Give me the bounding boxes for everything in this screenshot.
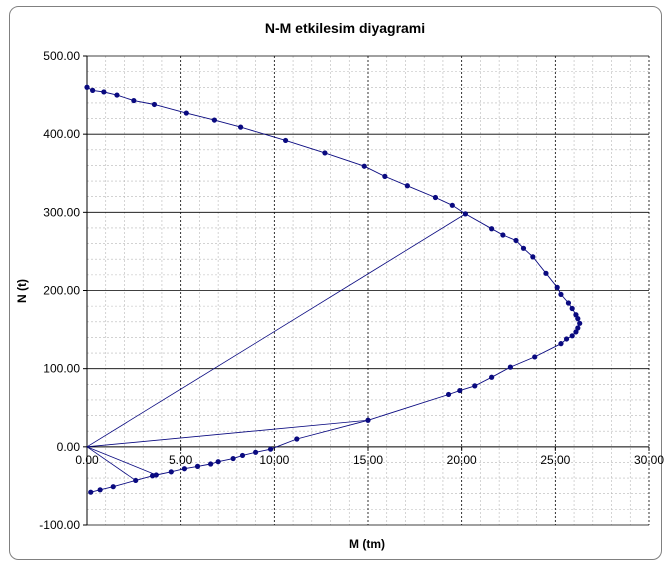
data-point — [432, 194, 439, 201]
data-point — [457, 387, 463, 394]
data-point — [472, 383, 478, 389]
chart-title: N-M etkilesim diyagrami — [265, 20, 425, 36]
data-point — [215, 459, 221, 465]
data-point — [573, 312, 579, 318]
x-tick-label: 5.00 — [169, 453, 193, 467]
data-point — [489, 374, 495, 380]
data-point — [569, 333, 575, 339]
data-point — [211, 117, 217, 123]
x-axis-label: M (tm) — [349, 537, 385, 551]
data-point — [530, 254, 536, 260]
data-point — [577, 320, 583, 326]
data-point — [84, 84, 90, 90]
x-tick-label: 30.00 — [634, 453, 664, 467]
x-tick-label: 20.00 — [447, 453, 477, 467]
x-tick-label: 25.00 — [540, 453, 570, 467]
y-tick-label: 400.00 — [43, 127, 80, 141]
data-point — [181, 466, 188, 472]
x-tick-label: 15.00 — [353, 453, 383, 467]
data-point — [114, 92, 120, 98]
data-point — [194, 463, 201, 469]
y-tick-label: 300.00 — [43, 205, 80, 219]
chart-border — [9, 6, 662, 560]
data-point — [365, 417, 371, 423]
data-point — [239, 452, 246, 459]
y-tick-label: 100.00 — [43, 362, 80, 376]
data-point — [573, 329, 579, 335]
data-point — [543, 270, 549, 276]
x-tick-label: 10.00 — [259, 453, 289, 467]
annotation-line — [86, 213, 466, 448]
data-point — [208, 461, 214, 467]
x-tick-label: 0.00 — [75, 453, 99, 467]
plot-area: 0.00 5.00 10.00 15.00 20.00 25.00 30.00 -100.00… — [39, 49, 664, 532]
data-point — [554, 284, 560, 290]
data-point — [267, 446, 274, 452]
data-point — [168, 469, 174, 475]
data-point — [532, 354, 538, 360]
data-point — [361, 163, 367, 169]
data-point — [183, 110, 189, 116]
annotation-line — [86, 446, 157, 476]
data-point — [449, 202, 455, 208]
data-point — [133, 477, 139, 484]
data-point — [489, 226, 495, 232]
data-point — [445, 391, 452, 398]
data-point — [520, 245, 527, 251]
data-point — [294, 436, 300, 442]
annotation-line — [86, 446, 136, 481]
data-point — [230, 455, 236, 462]
data-point — [558, 341, 564, 347]
y-tick-label: 0.00 — [57, 440, 81, 454]
data-point — [575, 316, 581, 322]
data-point — [513, 237, 519, 244]
annotation-line — [86, 419, 369, 448]
data-point — [565, 300, 572, 306]
data-point — [131, 97, 137, 104]
data-point — [88, 489, 94, 495]
data-point — [253, 449, 259, 455]
data-point — [322, 150, 328, 156]
y-tick-label: 500.00 — [43, 49, 80, 63]
data-point — [563, 336, 570, 342]
data-point — [575, 325, 581, 331]
data-point — [507, 364, 513, 370]
data-point — [110, 484, 116, 490]
data-point — [238, 124, 244, 130]
data-point — [151, 101, 158, 108]
data-point — [404, 183, 410, 189]
data-point — [97, 487, 103, 493]
data-point — [569, 305, 575, 312]
data-point — [149, 473, 156, 479]
data-point — [500, 232, 506, 238]
y-axis-label: N (t) — [15, 279, 29, 303]
data-point — [462, 211, 469, 217]
data-point — [382, 173, 388, 179]
y-tick-label: 200.00 — [43, 284, 80, 298]
data-point — [101, 89, 107, 95]
y-tick-label: -100.00 — [39, 518, 80, 532]
data-point — [282, 137, 289, 144]
data-point — [558, 291, 564, 298]
data-point — [90, 87, 96, 93]
